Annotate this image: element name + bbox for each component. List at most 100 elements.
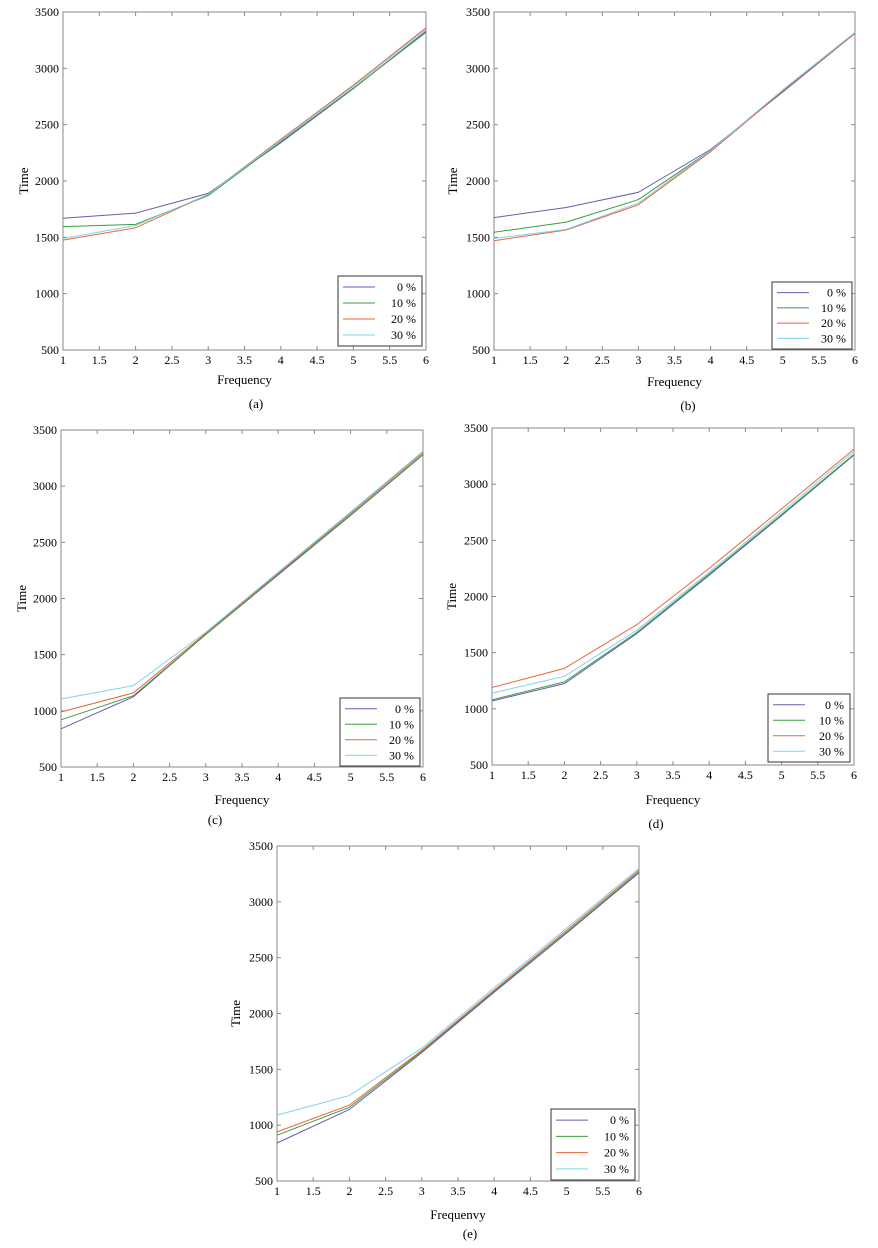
- y-tick-label: 1000: [35, 287, 59, 301]
- legend-label: 10 %: [819, 713, 844, 727]
- series-line-20-percent: [493, 33, 856, 242]
- y-tick-label: 500: [470, 758, 488, 772]
- panel-caption: (e): [463, 1226, 477, 1241]
- y-tick-label: 500: [472, 343, 490, 357]
- y-tick-label: 3500: [466, 5, 490, 19]
- y-tick-label: 1000: [466, 287, 490, 301]
- x-tick-label: 2: [130, 770, 136, 784]
- legend-box: [771, 281, 853, 350]
- y-axis-label: Time: [444, 583, 459, 610]
- series-line-10-percent: [276, 871, 640, 1136]
- y-tick-label: 1000: [33, 704, 57, 718]
- x-tick-label: 3.5: [235, 770, 250, 784]
- y-tick-label: 500: [255, 1174, 273, 1188]
- x-tick-label: 1.5: [523, 353, 538, 367]
- x-tick-label: 5: [348, 770, 354, 784]
- x-tick-label: 2.5: [593, 768, 608, 782]
- x-tick-label: 5: [779, 768, 785, 782]
- series-line-20-percent: [60, 452, 424, 713]
- legend-box: [550, 1108, 636, 1181]
- legend-label: 30 %: [389, 748, 414, 762]
- x-axis-label: Frequency: [217, 372, 272, 387]
- y-tick-label: 500: [41, 343, 59, 357]
- series-line-30-percent: [493, 31, 856, 239]
- y-tick-label: 2000: [35, 174, 59, 188]
- x-tick-label: 3: [635, 353, 641, 367]
- y-tick-label: 2000: [33, 592, 57, 606]
- panel-e: 1 1.5 2 2.5 3 3.5 4 4.5 5 5.5 6 500 1000 1500 2000 2500…: [228, 839, 642, 1241]
- y-tick-label: 1000: [249, 1118, 273, 1132]
- legend-label: 30 %: [391, 328, 416, 342]
- series-line-10-percent: [62, 31, 427, 228]
- legend: 0 %10 %20 %30 %: [339, 697, 421, 767]
- legend-label: 10 %: [389, 717, 414, 731]
- y-tick-label: 2000: [249, 1007, 273, 1021]
- series-line-30-percent: [62, 29, 427, 239]
- y-tick-label: 3000: [464, 477, 488, 491]
- legend-label: 20 %: [821, 316, 846, 330]
- x-tick-label: 3.5: [237, 353, 252, 367]
- x-tick-label: 1: [60, 353, 66, 367]
- x-tick-label: 2: [133, 353, 139, 367]
- y-tick-label: 3000: [33, 479, 57, 493]
- y-tick-label: 3000: [35, 61, 59, 75]
- x-axis-label: Frequency: [215, 792, 270, 807]
- x-tick-label: 2: [561, 768, 567, 782]
- x-axis-label: Frequency: [646, 792, 701, 807]
- x-tick-label: 2: [346, 1184, 352, 1198]
- y-tick-label: 3500: [35, 5, 59, 19]
- x-tick-label: 3.5: [667, 353, 682, 367]
- legend: 0 %10 %20 %30 %: [767, 693, 851, 763]
- y-axis-label: Time: [228, 1000, 243, 1027]
- legend-label: 10 %: [604, 1129, 629, 1143]
- y-tick-label: 2000: [464, 590, 488, 604]
- panel-c: 1 1.5 2 2.5 3 3.5 4 4.5 5 5.5 6 500 1000 1500 2000 2500…: [14, 423, 426, 827]
- series-line-30-percent: [491, 451, 855, 694]
- x-tick-label: 3: [205, 353, 211, 367]
- y-tick-label: 1500: [466, 230, 490, 244]
- x-tick-label: 3.5: [666, 768, 681, 782]
- legend-label: 0 %: [397, 280, 416, 294]
- panel-caption: (b): [680, 398, 695, 413]
- y-axis-label: Time: [445, 167, 460, 194]
- legend-label: 20 %: [819, 729, 844, 743]
- y-tick-label: 3500: [33, 423, 57, 437]
- x-tick-label: 5: [564, 1184, 570, 1198]
- x-tick-label: 4.5: [739, 353, 754, 367]
- y-tick-label: 2500: [464, 533, 488, 547]
- panel-b: 1 1.5 2 2.5 3 3.5 4 4.5 5 5.5 6 500 1000 1500 2000 2500…: [445, 5, 858, 413]
- y-tick-label: 1500: [464, 646, 488, 660]
- series-line-0-percent: [493, 33, 856, 219]
- legend-label: 20 %: [604, 1146, 629, 1160]
- y-tick-label: 1500: [33, 648, 57, 662]
- legend-label: 30 %: [604, 1162, 629, 1176]
- series-line-10-percent: [60, 453, 424, 721]
- x-tick-label: 1: [489, 768, 495, 782]
- x-tick-label: 5.5: [379, 770, 394, 784]
- series-line-30-percent: [60, 450, 424, 700]
- y-tick-label: 3000: [249, 895, 273, 909]
- x-tick-label: 2.5: [162, 770, 177, 784]
- x-tick-label: 4: [275, 770, 281, 784]
- series-line-10-percent: [491, 454, 855, 701]
- x-tick-label: 1.5: [90, 770, 105, 784]
- y-tick-label: 3500: [464, 421, 488, 435]
- panel-d: 1 1.5 2 2.5 3 3.5 4 4.5 5 5.5 6 500 1000 1500 2000 2500…: [444, 421, 857, 831]
- x-tick-label: 3: [419, 1184, 425, 1198]
- x-tick-label: 5.5: [810, 768, 825, 782]
- x-tick-label: 1: [58, 770, 64, 784]
- x-tick-label: 4.5: [523, 1184, 538, 1198]
- x-tick-label: 6: [423, 353, 429, 367]
- legend-label: 0 %: [610, 1113, 629, 1127]
- x-tick-label: 5.5: [595, 1184, 610, 1198]
- y-tick-label: 1500: [249, 1062, 273, 1076]
- y-tick-label: 2500: [33, 535, 57, 549]
- x-tick-label: 2: [563, 353, 569, 367]
- x-tick-label: 1.5: [521, 768, 536, 782]
- x-tick-label: 6: [852, 353, 858, 367]
- legend-box: [337, 275, 423, 347]
- series-line-0-percent: [276, 872, 640, 1144]
- legend-box: [767, 693, 851, 763]
- legend: 0 %10 %20 %30 %: [771, 281, 853, 350]
